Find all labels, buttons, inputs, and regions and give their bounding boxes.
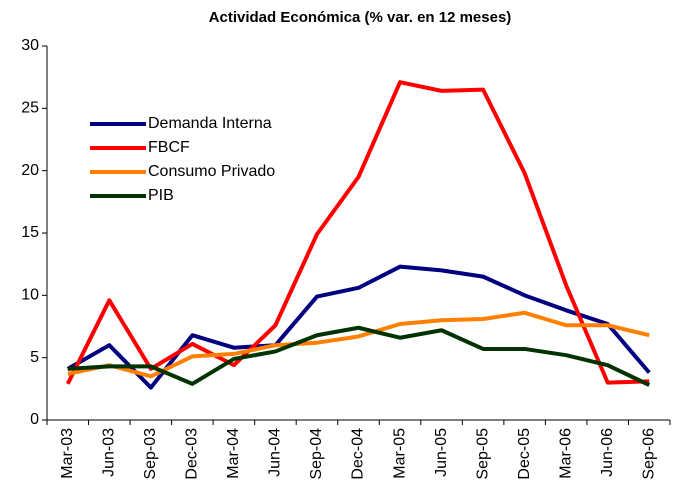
x-tick-label: Sep-04	[308, 428, 325, 480]
x-tick-label: Sep-03	[142, 428, 159, 480]
x-tick-label: Mar-04	[225, 428, 242, 479]
y-tick-label: 15	[21, 224, 39, 241]
y-tick-label: 20	[21, 162, 39, 179]
x-tick-label: Mar-03	[59, 428, 76, 479]
x-tick-label: Dec-03	[184, 428, 201, 480]
legend-label: FBCF	[148, 139, 190, 156]
y-tick-label: 30	[21, 37, 39, 54]
y-tick-label: 25	[21, 100, 39, 117]
x-tick-label: Jun-04	[267, 428, 284, 477]
x-tick-label: Dec-04	[350, 428, 367, 480]
chart-title: Actividad Económica (% var. en 12 meses)	[209, 9, 512, 26]
x-tick-label: Jun-05	[433, 428, 450, 477]
series-line	[67, 310, 650, 379]
x-tick-label: Mar-06	[557, 428, 574, 479]
series-line	[65, 80, 650, 385]
legend-label: Demanda Interna	[148, 115, 272, 132]
x-tick-label: Dec-05	[516, 428, 533, 480]
x-tick-label: Sep-05	[474, 428, 491, 480]
y-tick-label: 10	[21, 287, 39, 304]
y-tick-label: 5	[30, 349, 39, 366]
x-tick-label: Jun-06	[599, 428, 616, 477]
y-tick-label: 0	[30, 411, 39, 428]
legend-label: Consumo Privado	[148, 163, 275, 180]
x-tick-label: Sep-06	[640, 428, 657, 480]
legend-label: PIB	[148, 187, 174, 204]
series-line	[67, 325, 651, 387]
x-tick-label: Jun-03	[101, 428, 118, 477]
x-tick-label: Mar-05	[391, 428, 408, 479]
